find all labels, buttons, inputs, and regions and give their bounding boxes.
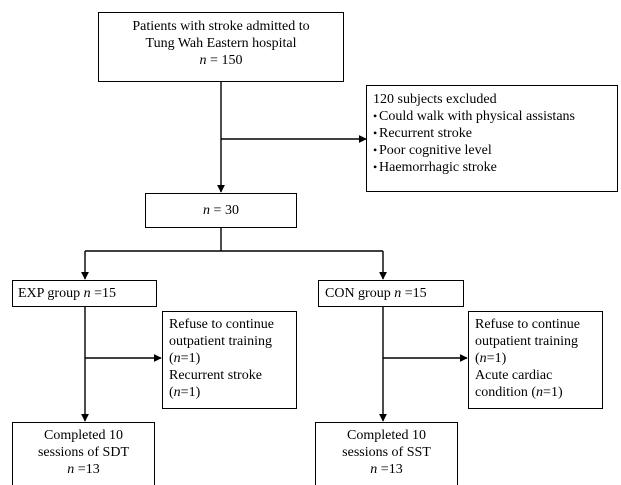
- con-dropout-count1: (n=1): [475, 351, 507, 366]
- exp-dropout-line4: Recurrent stroke: [169, 368, 262, 383]
- n-symbol: n: [83, 286, 91, 301]
- admitted-box: Patients with stroke admitted to Tung Wa…: [98, 12, 344, 82]
- exp-dropout-line1: Refuse to continue: [169, 317, 274, 332]
- exp-dropout-count2-value: =1): [180, 385, 201, 400]
- con-dropout-line1: Refuse to continue: [475, 317, 580, 332]
- n-symbol: n: [173, 385, 181, 400]
- con-group-label: CON group n =15: [325, 285, 457, 302]
- admitted-line1: Patients with stroke admitted to: [132, 19, 310, 34]
- exp-completed-line1: Completed 10: [44, 428, 123, 443]
- n-symbol: n: [199, 53, 207, 68]
- n-symbol: n: [479, 351, 487, 366]
- exp-dropout-count1: (n=1): [169, 351, 201, 366]
- enrolled-box: n = 30: [145, 193, 297, 228]
- admitted-line2: Tung Wah Eastern hospital: [145, 36, 297, 51]
- exp-completed-count-value: =13: [74, 462, 100, 477]
- n-symbol: n: [173, 351, 181, 366]
- con-completed-box: Completed 10 sessions of SST n =13: [315, 422, 458, 485]
- exp-completed-box: Completed 10 sessions of SDT n =13: [12, 422, 155, 485]
- con-completed-count-value: =13: [377, 462, 403, 477]
- exp-group-box: EXP group n =15: [12, 280, 157, 307]
- exp-completed-count: n =13: [13, 461, 154, 478]
- con-group-name: CON group: [325, 286, 395, 301]
- admitted-count-value: = 150: [206, 53, 243, 68]
- n-symbol: n: [394, 286, 402, 301]
- exp-dropout-line2: outpatient training: [169, 334, 273, 349]
- con-dropout-count1-value: =1): [486, 351, 507, 366]
- enrolled-count: n = 30: [146, 202, 296, 219]
- con-group-count: =15: [401, 286, 427, 301]
- excluded-item: Poor cognitive level: [373, 142, 611, 159]
- exp-dropout-count1-value: =1): [180, 351, 201, 366]
- excluded-item: Recurrent stroke: [373, 125, 611, 142]
- excluded-box: 120 subjects excluded Could walk with ph…: [366, 85, 618, 192]
- excluded-item: Could walk with physical assistans: [373, 108, 611, 125]
- con-dropout-line2: outpatient training: [475, 334, 579, 349]
- exp-completed-line2: sessions of SDT: [37, 445, 129, 460]
- n-symbol: n: [203, 203, 211, 218]
- exp-dropout-box: Refuse to continue outpatient training (…: [162, 311, 297, 409]
- con-completed-count: n =13: [316, 461, 457, 478]
- con-dropout-count2: condition (n=1): [475, 384, 596, 401]
- enrolled-count-value: = 30: [210, 203, 239, 218]
- con-dropout-box: Refuse to continue outpatient training (…: [468, 311, 603, 409]
- con-group-box: CON group n =15: [318, 280, 464, 307]
- con-dropout-line4: Acute cardiac: [475, 368, 553, 383]
- exp-dropout-count2: (n=1): [169, 385, 201, 400]
- con-dropout-count2-prefix: condition (: [475, 385, 537, 400]
- con-completed-line2: sessions of SST: [342, 445, 431, 460]
- exp-group-count: =15: [90, 286, 116, 301]
- n-symbol: n: [536, 385, 544, 400]
- excluded-item: Haemorrhagic stroke: [373, 159, 611, 176]
- con-completed-line1: Completed 10: [347, 428, 426, 443]
- con-dropout-count2-value: =1): [543, 385, 563, 400]
- admitted-count: n = 150: [99, 52, 343, 69]
- n-symbol: n: [67, 462, 75, 477]
- n-symbol: n: [370, 462, 378, 477]
- exp-group-name: EXP group: [18, 286, 84, 301]
- excluded-title: 120 subjects excluded: [373, 92, 497, 107]
- exp-group-label: EXP group n =15: [18, 285, 151, 302]
